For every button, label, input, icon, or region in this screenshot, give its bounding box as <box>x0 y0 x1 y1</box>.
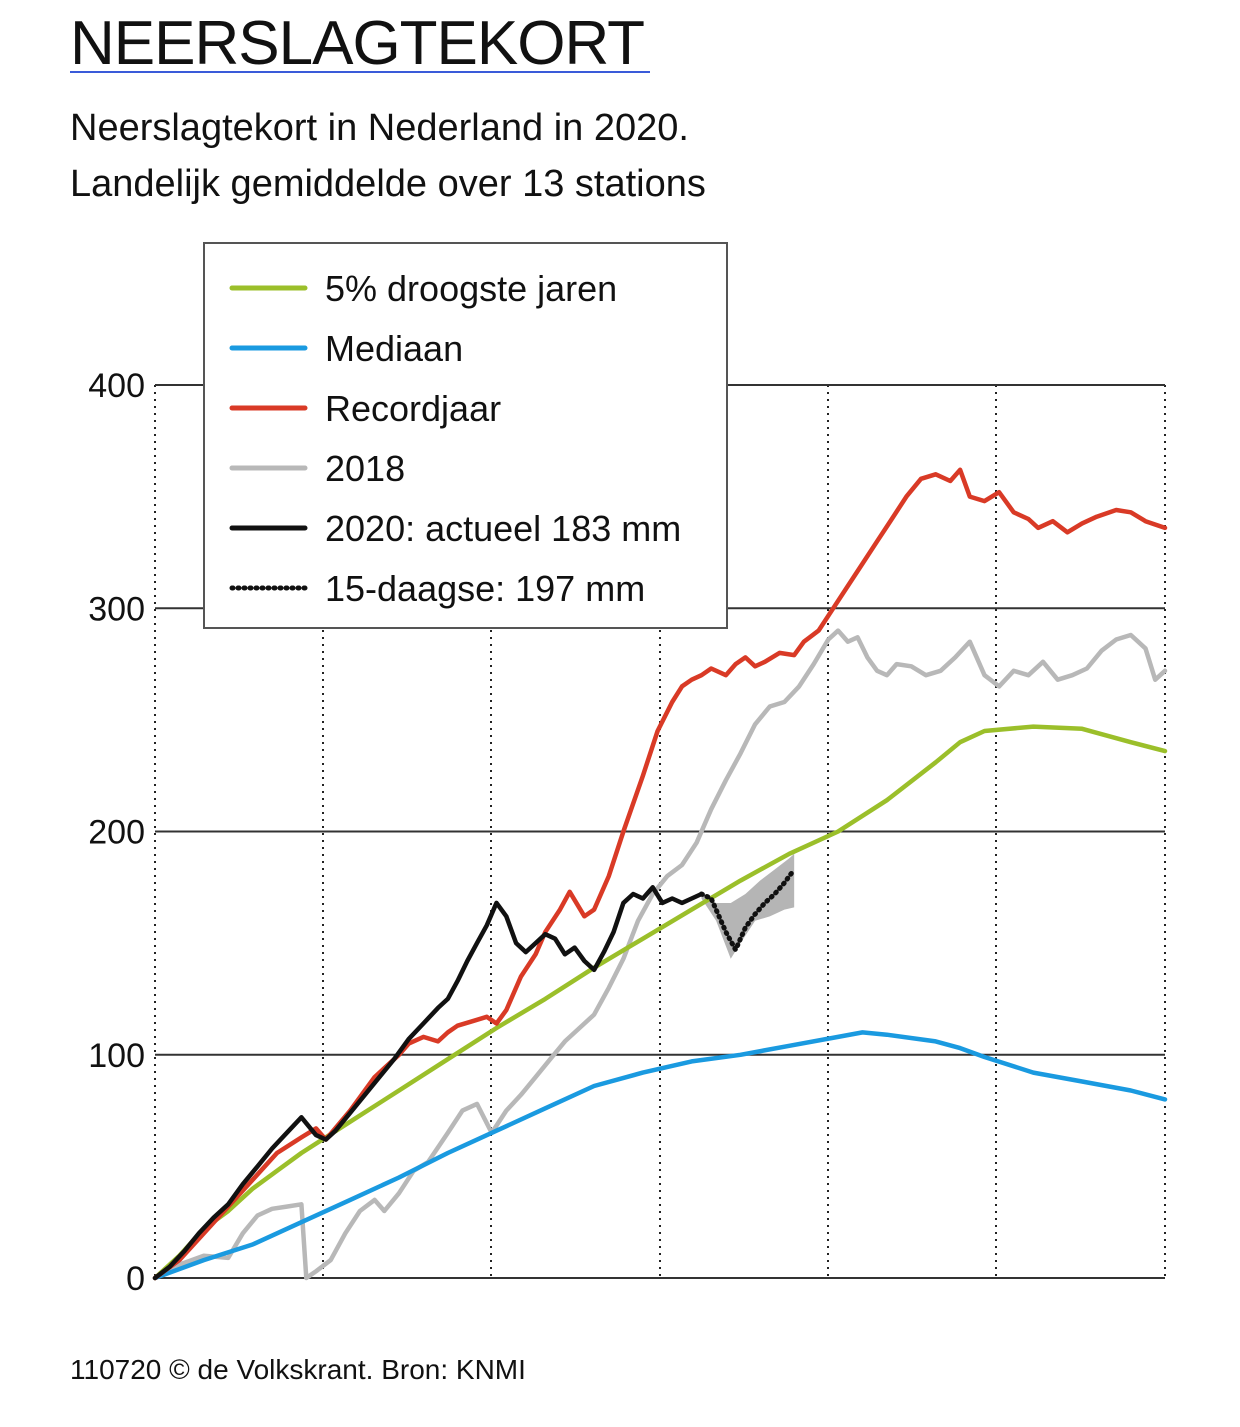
legend-label: 15-daagse: 197 mm <box>325 568 645 609</box>
subtitle-line-1: Neerslagtekort in Nederland in 2020. <box>70 107 689 149</box>
legend-box <box>203 242 728 629</box>
legend-label: 2020: actueel 183 mm <box>325 508 681 549</box>
legend-label: 2018 <box>325 448 405 489</box>
series-line-0 <box>152 724 1168 1281</box>
subtitle: Neerslagtekort in Nederland in 2020. Lan… <box>70 100 706 212</box>
source-credit: 110720 © de Volkskrant. Bron: KNMI <box>70 1354 526 1385</box>
series-line-3 <box>152 628 1168 1281</box>
series-line-1 <box>152 1030 1168 1281</box>
y-tick-label: 0 <box>126 1260 145 1298</box>
series-line-5 <box>699 867 797 953</box>
series-line-4 <box>152 885 704 1281</box>
y-tick-label: 300 <box>88 590 145 628</box>
title-underline <box>70 71 650 73</box>
y-tick-label: 400 <box>88 367 145 405</box>
subtitle-line-2: Landelijk gemiddelde over 13 stations <box>70 163 706 205</box>
legend-label: Mediaan <box>325 328 463 369</box>
page-title: NEERSLAGTEKORT <box>70 9 645 78</box>
y-tick-label: 100 <box>88 1037 145 1075</box>
legend-label: 5% droogste jaren <box>325 268 617 309</box>
y-tick-label: 200 <box>88 814 145 852</box>
legend-label: Recordjaar <box>325 388 501 429</box>
